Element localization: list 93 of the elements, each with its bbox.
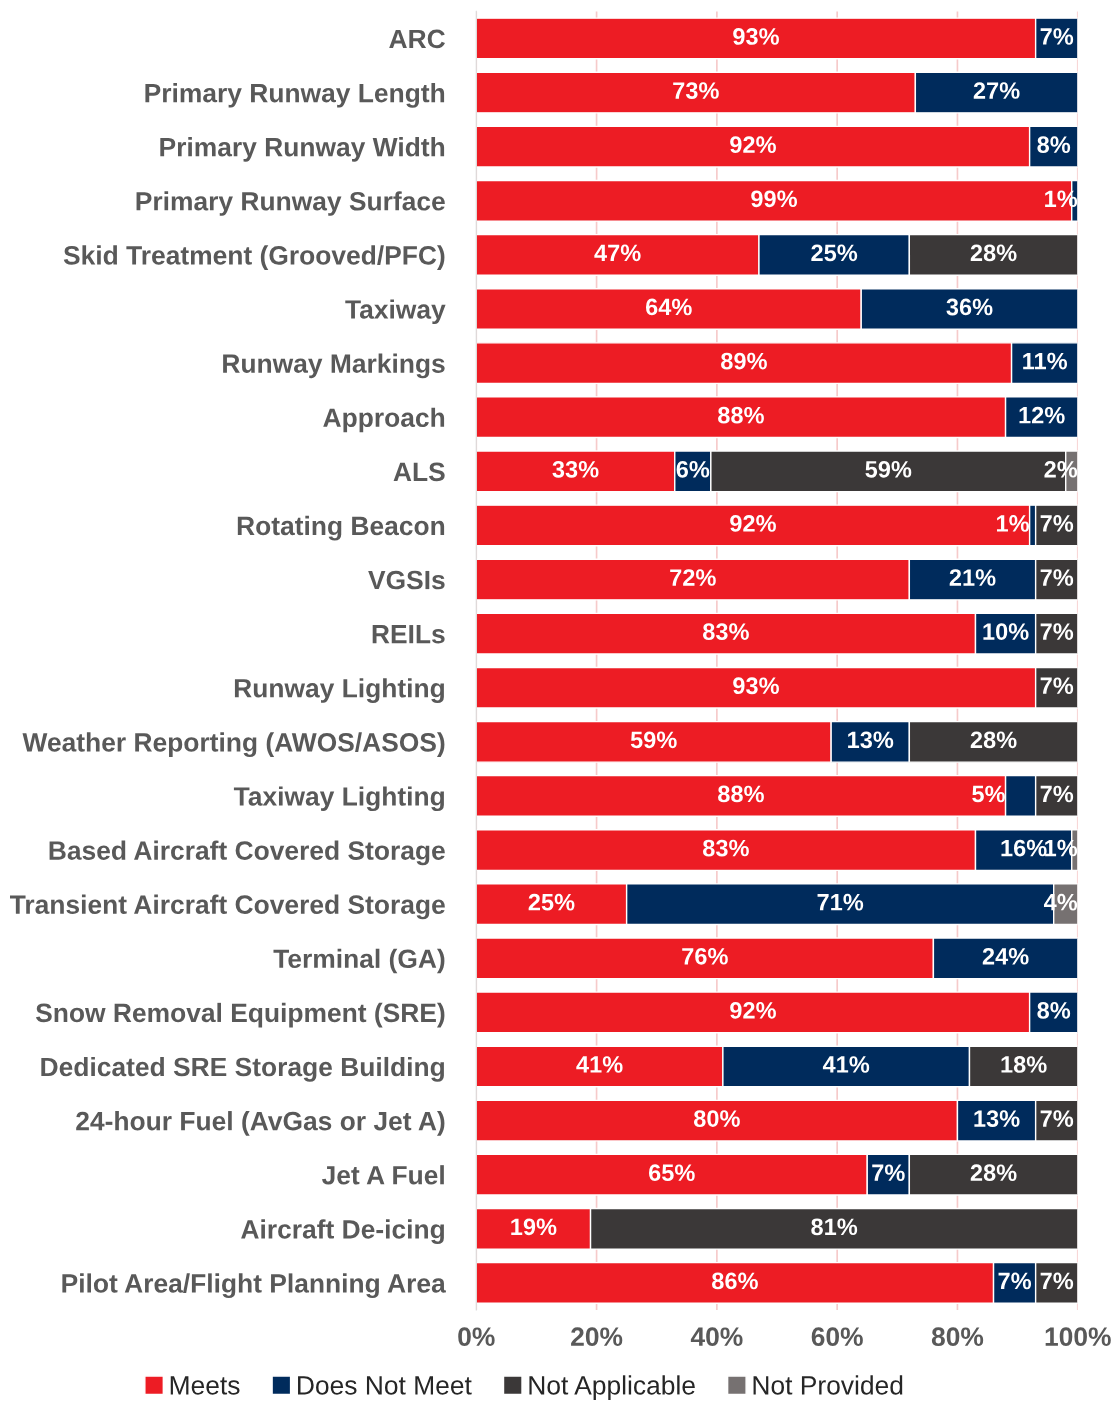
data-label: 83% [703,839,749,857]
data-label: 7% [998,1272,1032,1290]
data-label: 7% [1040,515,1074,532]
data-label: 7% [1040,569,1074,586]
data-label: 28% [970,731,1017,749]
data-label: 16% [1001,839,1047,857]
data-label: 13% [848,731,894,749]
x-tick-label: 60% [811,1327,863,1347]
data-label: 28% [970,244,1017,262]
y-tick-label: Taxiway [345,299,446,325]
legend-label: Not Provided [753,1375,903,1395]
data-label: 11% [1023,352,1068,370]
y-tick-label: ARC [389,29,445,49]
data-label: 76% [682,947,728,965]
y-tick-label: Rotating Beacon [237,515,445,541]
legend-label: Meets [170,1376,240,1395]
y-tick-label: Jet A Fuel [321,1165,444,1185]
x-tick-label: 0% [458,1327,495,1347]
y-tick-label: Runway Lighting [234,678,444,703]
data-label: 93% [733,28,779,45]
data-label: 86% [712,1272,758,1290]
data-label: 5% [972,785,1005,803]
y-tick-label: Primary Runway Surface [136,191,445,216]
data-label: 19% [511,1218,557,1236]
y-tick-label: Pilot Area/Flight Planning Area [62,1273,446,1299]
y-tick-label: Transient Aircraft Covered Storage [10,894,445,920]
data-label: 25% [811,244,858,262]
data-label: 93% [733,677,779,695]
y-tick-label: Based Aircraft Covered Storage [49,840,445,866]
data-label: 1% [996,515,1030,532]
y-tick-label: Snow Removal Equipment (SRE) [35,1002,445,1028]
data-label: 71% [817,893,864,911]
data-label: 25% [528,893,575,911]
y-tick-label: 24-hour Fuel (AvGas or Jet A) [76,1111,445,1136]
data-label: 18% [1001,1056,1047,1073]
data-label: 7% [872,1164,905,1182]
data-label: 13% [974,1110,1020,1127]
x-tick-label: 20% [571,1327,623,1347]
y-tick-label: Dedicated SRE Storage Building [41,1056,444,1082]
data-label: 6% [676,460,710,478]
data-label: 21% [949,569,996,586]
data-label: 92% [730,136,776,154]
data-label: 10% [983,623,1029,640]
y-tick-label: Terminal (GA) [273,948,445,974]
data-label: 28% [970,1164,1017,1182]
data-label: 88% [718,406,764,424]
y-tick-label: Primary Runway Width [160,137,445,162]
legend-label: Not Applicable [529,1375,695,1400]
data-label: 59% [630,731,677,749]
data-label: 12% [1019,406,1065,424]
y-tick-label: Aircraft De-icing [241,1219,444,1244]
data-label: 88% [718,785,764,803]
legend-label: Does Not Meet [298,1376,472,1395]
data-label: 47% [594,244,641,262]
data-label: 99% [751,190,798,208]
data-label: 7% [1040,1272,1074,1290]
data-label: 33% [552,460,599,478]
y-tick-label: Weather Reporting (AWOS/ASOS) [22,732,445,758]
data-label: 83% [703,623,749,641]
data-label: 7% [1040,623,1074,640]
data-label: 8% [1037,136,1071,154]
y-tick-label: REILs [372,625,445,644]
data-label: 89% [721,352,767,370]
data-label: 36% [946,298,993,316]
data-label: 7% [1040,1110,1074,1127]
y-tick-label: Runway Markings [223,353,445,379]
x-tick-label: 100% [1045,1327,1111,1347]
data-label: 7% [1040,28,1074,45]
data-label: 80% [693,1110,740,1127]
data-label: 27% [973,82,1020,99]
y-tick-label: Primary Runway Length [145,83,445,108]
data-label: 7% [1040,785,1074,803]
y-tick-label: Skid Treatment (Grooved/PFC) [63,245,445,270]
y-tick-label: Approach [323,407,445,433]
data-label: 92% [730,1002,776,1019]
data-label: 64% [645,298,692,316]
y-tick-label: Taxiway Lighting [233,786,444,812]
y-tick-label: ALS [393,462,445,482]
data-label: 65% [648,1164,695,1182]
data-label: 81% [811,1218,858,1236]
data-label: 41% [822,1056,870,1073]
data-label: 41% [576,1056,623,1073]
x-tick-label: 40% [690,1327,743,1347]
data-label: 92% [730,515,776,532]
data-label: 72% [670,569,716,586]
x-tick-label: 80% [931,1327,984,1347]
bar [476,504,1031,547]
y-tick-label: VGSIs [368,570,445,590]
data-label: 59% [865,460,912,478]
data-label: 8% [1037,1002,1071,1019]
data-label: 73% [673,82,719,99]
data-label: 7% [1040,677,1074,695]
data-label: 24% [982,947,1029,965]
